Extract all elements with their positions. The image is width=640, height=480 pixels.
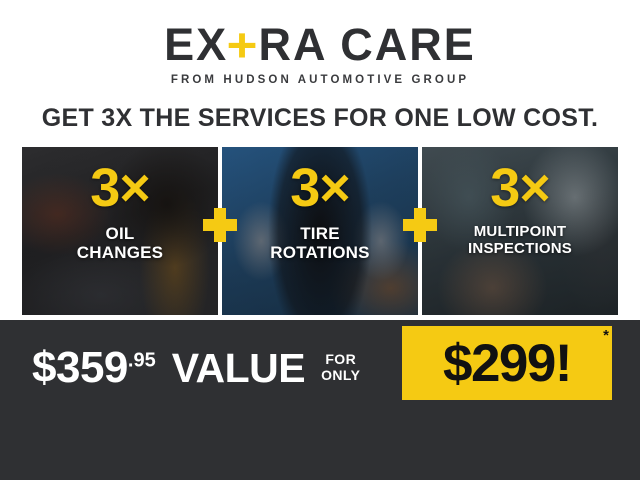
- service-panels: 3× OIL CHANGES 3× TIRE ROTATIONS: [22, 147, 618, 315]
- diagnostics-laptop-photo: [422, 147, 618, 315]
- service-panel-multipoint-inspections: 3× MULTIPOINT INSPECTIONS: [422, 147, 618, 315]
- service-panel-tire-rotations: 3× TIRE ROTATIONS: [222, 147, 418, 315]
- logo-text-part2: RA CARE: [258, 19, 476, 70]
- brand-logo: EX+RA CARE FROM HUDSON AUTOMOTIVE GROUP: [0, 17, 640, 86]
- plus-separator-icon: [203, 208, 237, 242]
- panel-content: 3× MULTIPOINT INSPECTIONS: [422, 147, 618, 315]
- service-label-line1: MULTIPOINT: [473, 223, 567, 241]
- pricing-section: $359.95 VALUE FOR ONLY $299! * *Excludes…: [0, 320, 640, 480]
- service-label-line2: ROTATIONS: [270, 243, 370, 263]
- plus-separator-icon: [403, 208, 437, 242]
- logo-tagline: FROM HUDSON AUTOMOTIVE GROUP: [170, 74, 470, 86]
- service-label: MULTIPOINT INSPECTIONS: [468, 223, 572, 258]
- service-quantity: 3×: [490, 158, 551, 218]
- page-title: GET 3X THE SERVICES FOR ONE LOW COST.: [41, 104, 599, 132]
- for-only-line1: FOR: [325, 351, 357, 368]
- sale-price-text: $299!: [442, 333, 573, 393]
- logo-wordmark: EX+RA CARE: [0, 17, 640, 72]
- panel-content: 3× OIL CHANGES: [22, 147, 218, 315]
- header-section: EX+RA CARE FROM HUDSON AUTOMOTIVE GROUP …: [0, 0, 640, 145]
- original-value-cents: .95: [127, 349, 156, 372]
- for-only-line2: ONLY: [321, 367, 361, 383]
- value-word-label: VALUE: [171, 344, 306, 391]
- asterisk-marker: *: [603, 327, 609, 344]
- for-only-label: FOR ONLY: [321, 352, 360, 383]
- service-label-line2: CHANGES: [76, 243, 164, 263]
- original-value-price: $359.95: [32, 346, 156, 390]
- plus-icon: +: [226, 17, 261, 72]
- photo-scrim: [422, 147, 618, 315]
- original-value-dollars: $359: [32, 343, 128, 392]
- service-label-line1: OIL: [105, 224, 135, 244]
- service-label-line1: TIRE: [300, 224, 340, 244]
- tire-held-photo: [222, 147, 418, 315]
- oil-pouring-photo: [22, 147, 218, 315]
- service-label: OIL CHANGES: [77, 224, 163, 262]
- service-panel-oil-changes: 3× OIL CHANGES: [22, 147, 218, 315]
- logo-text-part1: EX: [164, 19, 229, 70]
- service-quantity: 3×: [290, 158, 351, 218]
- panel-content: 3× TIRE ROTATIONS: [222, 147, 418, 315]
- pricing-row: $359.95 VALUE FOR ONLY: [0, 328, 640, 408]
- service-label-line2: INSPECTIONS: [468, 240, 572, 258]
- service-label: TIRE ROTATIONS: [270, 224, 369, 262]
- photo-scrim: [22, 147, 218, 315]
- service-quantity: 3×: [90, 158, 151, 218]
- photo-scrim: [222, 147, 418, 315]
- sale-price-badge: $299! *: [402, 326, 612, 400]
